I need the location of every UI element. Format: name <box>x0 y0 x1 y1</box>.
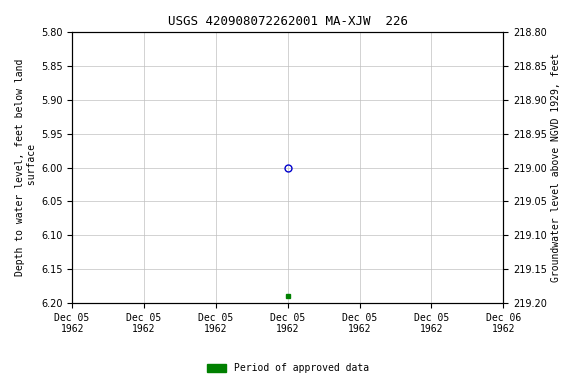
Y-axis label: Depth to water level, feet below land
 surface: Depth to water level, feet below land su… <box>15 59 37 276</box>
Title: USGS 420908072262001 MA-XJW  226: USGS 420908072262001 MA-XJW 226 <box>168 15 408 28</box>
Legend: Period of approved data: Period of approved data <box>203 359 373 377</box>
Y-axis label: Groundwater level above NGVD 1929, feet: Groundwater level above NGVD 1929, feet <box>551 53 561 282</box>
